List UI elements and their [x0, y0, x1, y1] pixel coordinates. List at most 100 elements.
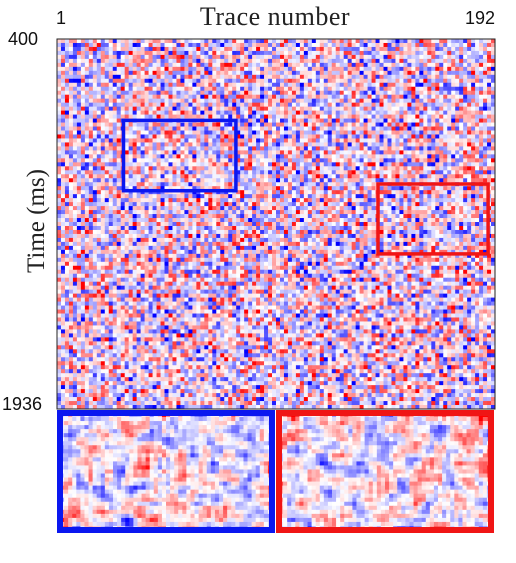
heatmap-cell: [423, 54, 428, 60]
heatmap-cell: [260, 58, 265, 64]
heatmap-cell: [479, 174, 484, 179]
heatmap-cell: [156, 106, 161, 111]
heatmap-cell: [60, 46, 66, 52]
heatmap-cell: [212, 142, 217, 147]
heatmap-cell: [224, 174, 229, 179]
heatmap-cell: [212, 154, 217, 159]
heatmap-cell: [379, 118, 384, 123]
heatmap-cell: [208, 39, 213, 44]
heatmap-cell: [268, 210, 273, 215]
heatmap-cell: [387, 150, 392, 155]
heatmap-cell: [303, 126, 309, 131]
heatmap-cell: [427, 74, 432, 80]
heatmap-cell: [483, 154, 488, 159]
heatmap-cell: [260, 126, 265, 131]
heatmap-cell: [148, 154, 153, 159]
heatmap-cell: [459, 142, 464, 147]
heatmap-cell: [92, 46, 98, 52]
heatmap-cell: [307, 206, 313, 211]
heatmap-cell: [487, 70, 492, 76]
heatmap-cell: [279, 170, 285, 175]
heatmap-cell: [164, 106, 169, 111]
heatmap-cell: [451, 50, 456, 56]
heatmap-cell: [439, 86, 444, 92]
heatmap-cell: [268, 162, 273, 167]
heatmap-cell: [435, 66, 440, 72]
heatmap-cell: [327, 186, 333, 191]
heatmap-cell: [303, 162, 309, 167]
heatmap-cell: [264, 54, 269, 60]
heatmap-cell: [132, 126, 137, 131]
heatmap-cell: [383, 134, 388, 139]
heatmap-cell: [88, 130, 94, 135]
heatmap-cell: [371, 170, 376, 175]
heatmap-cell: [264, 86, 269, 92]
heatmap-cell: [331, 70, 337, 76]
heatmap-cell: [184, 110, 189, 115]
heatmap-cell: [156, 186, 161, 191]
heatmap-cell: [431, 114, 436, 119]
heatmap-cell: [423, 50, 428, 56]
heatmap-cell: [128, 150, 133, 155]
heatmap-cell: [172, 138, 177, 143]
heatmap-cell: [323, 186, 329, 191]
heatmap-cell: [240, 202, 245, 207]
heatmap-cell: [415, 58, 420, 64]
heatmap-cell: [80, 98, 86, 104]
heatmap-cell: [140, 126, 145, 131]
heatmap-cell: [303, 86, 309, 92]
heatmap-cell: [363, 186, 368, 191]
heatmap-cell: [108, 142, 114, 147]
heatmap-cell: [343, 174, 349, 179]
heatmap-cell: [184, 50, 189, 56]
heatmap-cell: [435, 98, 440, 104]
heatmap-cell: [244, 46, 249, 52]
heatmap-cell: [112, 178, 118, 183]
heatmap-cell: [343, 126, 349, 131]
heatmap-cell: [475, 130, 480, 135]
heatmap-cell: [311, 194, 317, 199]
heatmap-cell: [355, 174, 360, 179]
heatmap-cell: [272, 90, 277, 96]
heatmap-cell: [84, 130, 90, 135]
heatmap-cell: [144, 90, 149, 96]
heatmap-cell: [180, 174, 185, 179]
heatmap-cell: [192, 134, 197, 139]
heatmap-cell: [208, 86, 213, 92]
heatmap-cell: [236, 134, 241, 139]
heatmap-cell: [64, 154, 70, 159]
heatmap-cell: [403, 194, 408, 199]
heatmap-cell: [343, 214, 349, 219]
heatmap-cell: [144, 178, 149, 183]
heatmap-cell: [347, 210, 352, 215]
heatmap-cell: [88, 210, 94, 215]
heatmap-cell: [467, 214, 472, 219]
heatmap-cell: [240, 42, 245, 48]
heatmap-cell: [64, 46, 70, 52]
heatmap-cell: [132, 166, 137, 171]
heatmap-cell: [315, 66, 321, 72]
heatmap-cell: [160, 130, 165, 135]
heatmap-cell: [72, 70, 78, 76]
heatmap-cell: [92, 70, 98, 76]
heatmap-cell: [343, 42, 349, 48]
heatmap-cell: [80, 210, 86, 215]
heatmap-cell: [395, 126, 400, 131]
heatmap-cell: [68, 86, 74, 92]
heatmap-cell: [331, 194, 337, 199]
heatmap-cell: [168, 178, 173, 183]
heatmap-cell: [471, 138, 476, 143]
heatmap-cell: [120, 218, 126, 223]
heatmap-cell: [463, 194, 468, 199]
heatmap-cell: [459, 170, 464, 175]
heatmap-cell: [411, 98, 416, 104]
heatmap-cell: [287, 54, 293, 60]
heatmap-cell: [132, 146, 137, 151]
heatmap-cell: [264, 150, 269, 155]
heatmap-cell: [383, 118, 388, 123]
heatmap-cell: [391, 170, 396, 175]
heatmap-cell: [363, 90, 368, 96]
heatmap-cell: [224, 46, 229, 52]
heatmap-cell: [479, 146, 484, 151]
heatmap-cell: [256, 202, 261, 207]
